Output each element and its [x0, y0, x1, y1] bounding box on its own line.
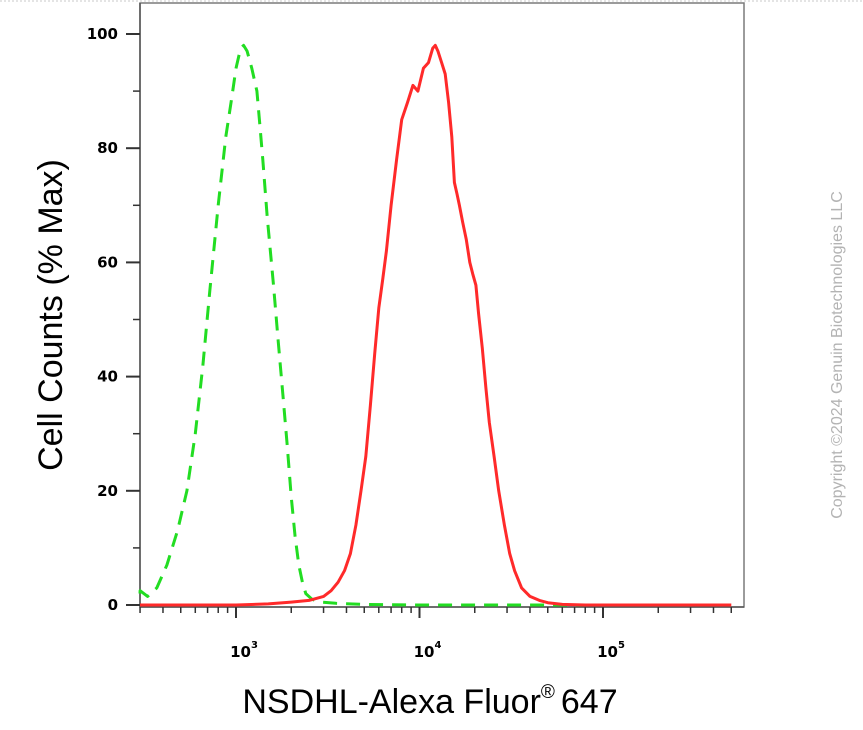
- x-axis: 103 104 105: [139, 606, 744, 661]
- y-axis-title: Cell Counts (% Max): [32, 159, 70, 471]
- x-tick-label-exponent: 5: [618, 640, 625, 651]
- y-tick-label: 80: [97, 139, 118, 157]
- y-tick-label: 100: [87, 25, 118, 43]
- plot-frame: [139, 2, 745, 608]
- x-tick-label-exponent: 3: [251, 640, 258, 651]
- x-axis-title: NSDHL-Alexa Fluor® 647: [242, 682, 617, 721]
- series-line-1: [138, 43, 732, 607]
- x-tick-label: 104: [414, 640, 442, 661]
- x-axis-title-reg-mark: ®: [541, 682, 555, 703]
- y-tick-label: 20: [97, 482, 118, 500]
- x-axis-title-suffix: 647: [561, 683, 618, 721]
- series-line-2: [140, 43, 732, 607]
- x-tick-label-base: 10: [597, 643, 618, 661]
- y-tick-label: 0: [108, 596, 118, 614]
- x-tick-label-exponent: 4: [434, 640, 441, 651]
- x-tick-label: 105: [597, 640, 625, 661]
- series-layer: [138, 43, 732, 607]
- x-tick-label-base: 10: [414, 643, 435, 661]
- y-tick-label: 60: [97, 253, 118, 271]
- x-tick-label-base: 10: [230, 643, 251, 661]
- y-axis: 0 20 40 60 80 100: [87, 3, 141, 614]
- y-tick-label: 40: [97, 368, 118, 386]
- copyright-notice: Copyright ©2024 Genuin Biotechnologies L…: [829, 191, 846, 519]
- x-tick-label: 103: [230, 640, 258, 661]
